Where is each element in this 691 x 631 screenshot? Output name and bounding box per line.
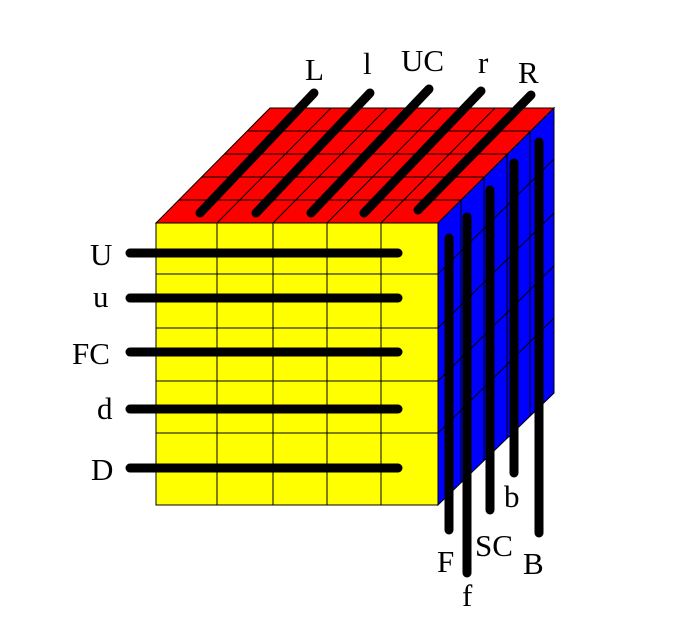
bar-r [359, 86, 486, 218]
left-layer-bars [125, 248, 403, 473]
label-UC: UC [401, 43, 444, 78]
left-labels: U u FC d D [72, 237, 113, 487]
label-U: U [90, 237, 112, 272]
bottom-labels: F f SC b B [437, 479, 544, 613]
front-face-grid [155, 222, 439, 506]
bar-L [195, 88, 319, 218]
label-l: l [363, 46, 372, 81]
label-u: u [93, 279, 109, 314]
bar-R [413, 90, 536, 215]
label-SC: SC [475, 528, 513, 563]
top-labels: L l UC r R [305, 43, 539, 90]
front-face [155, 222, 439, 506]
bar-UC [306, 84, 434, 218]
front-face-fill [156, 223, 438, 505]
label-B: B [523, 546, 544, 581]
top-layer-bars [195, 84, 536, 218]
label-L: L [305, 52, 324, 87]
label-r: r [478, 45, 489, 80]
label-R: R [518, 55, 539, 90]
label-F: F [437, 544, 454, 579]
label-b: b [504, 479, 520, 514]
side-layer-bars [444, 137, 544, 578]
label-f: f [462, 578, 473, 613]
label-d: d [97, 391, 113, 426]
bar-l [251, 88, 375, 218]
label-D: D [91, 452, 113, 487]
label-FC: FC [72, 336, 110, 371]
